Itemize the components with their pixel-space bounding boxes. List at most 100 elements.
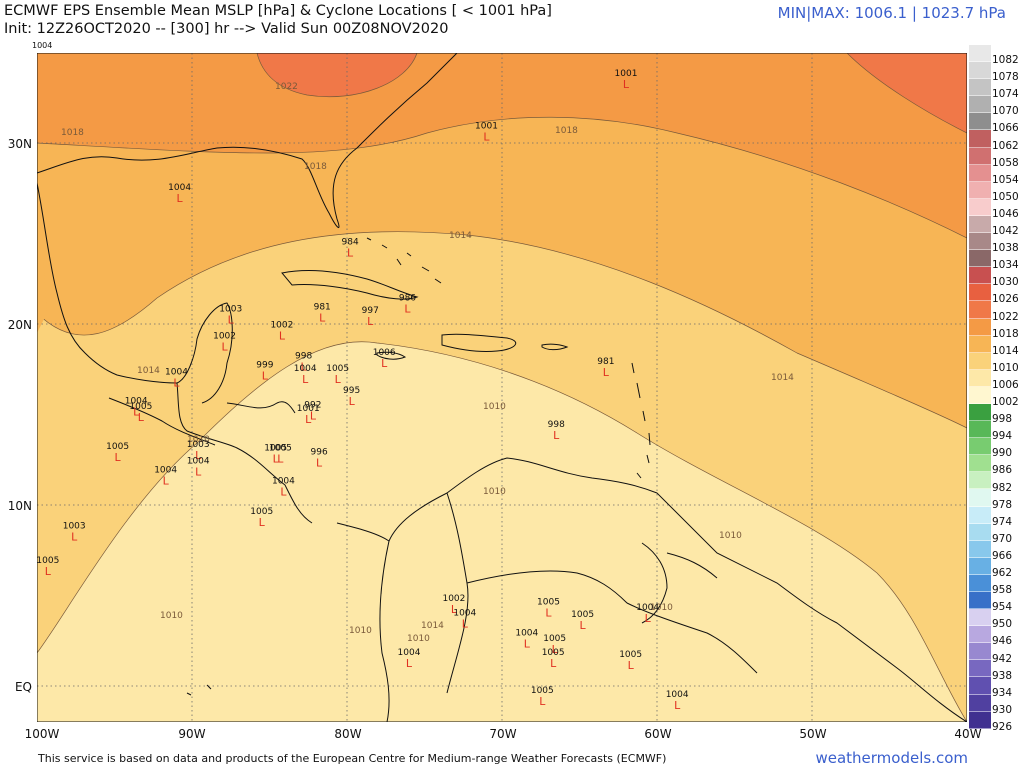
map-title: ECMWF EPS Ensemble Mean MSLP [hPa] & Cyc… (4, 3, 552, 19)
contour-label: 1010 (407, 634, 430, 644)
cyclone-pressure-label: 998 (295, 351, 312, 361)
colorbar-level-label: 1010 (992, 361, 1019, 374)
colorbar-level-label: 1002 (992, 396, 1019, 408)
cyclone-pressure-label: 1005 (269, 444, 292, 454)
low-symbol-icon: L (280, 485, 287, 498)
cyclone-pressure-label: 984 (342, 237, 359, 247)
cyclone-pressure-label: 1003 (187, 440, 210, 450)
cyclone-pressure-label: 1004 (168, 183, 191, 193)
colorbar-swatch (969, 421, 991, 439)
cyclone-pressure-label: 995 (343, 386, 360, 396)
colorbar-swatch (969, 711, 991, 729)
cyclone-pressure-label: 1004 (187, 456, 210, 466)
low-symbol-icon: L (305, 413, 312, 426)
contour-label: 1010 (187, 435, 210, 445)
contour-label: 1010 (483, 487, 506, 497)
cyclone-pressure-label: 1005 (129, 402, 152, 412)
cyclone-pressure-label: 1005 (571, 610, 594, 620)
low-symbol-icon: L (347, 246, 354, 259)
low-symbol-icon: L (550, 657, 557, 670)
colorbar-level-label: 926 (992, 720, 1013, 733)
cyclone-pressure-label: 1004 (294, 364, 317, 374)
low-symbol-icon: L (45, 565, 52, 578)
lon-label-50w: 50W (799, 727, 827, 741)
colorbar-level-label: 994 (992, 430, 1013, 443)
cyclone-pressure-label: 1002 (270, 321, 293, 331)
cyclone-pressure-label: 1004 (636, 603, 659, 613)
graticule (37, 53, 967, 722)
colorbar-level-label: 1082 (992, 54, 1019, 66)
colorbar-swatch (969, 250, 991, 268)
colorbar-level-label: 946 (992, 635, 1013, 648)
lat-label-eq: EQ (14, 680, 32, 694)
low-symbol-icon: L (645, 612, 652, 625)
colorbar-level-label: 1066 (992, 122, 1019, 135)
cyclone-pressure-label: 1004 (125, 397, 148, 407)
contour-label: 1014 (421, 621, 444, 631)
contour-label: 1010 (719, 531, 742, 541)
cyclone-pressure-label: 1005 (543, 634, 566, 644)
low-symbol-icon: L (277, 453, 284, 466)
colorbar-level-label: 1054 (992, 173, 1019, 186)
colorbar-level-label: 930 (992, 703, 1013, 716)
low-symbol-icon: L (545, 607, 552, 620)
coastlines (37, 53, 967, 722)
low-symbol-icon: L (539, 695, 546, 708)
colorbar-level-label: 1058 (992, 156, 1019, 169)
colorbar-level-label: 978 (992, 498, 1013, 511)
cyclone-pressure-label: 1005 (326, 364, 349, 374)
low-symbol-icon: L (319, 312, 326, 325)
colorbar-level-label: 938 (992, 669, 1013, 682)
low-symbol-icon: L (623, 78, 630, 91)
brand-link[interactable]: weathermodels.com (815, 749, 968, 767)
colorbar-swatch (969, 198, 991, 216)
cyclone-pressure-label: 986 (399, 293, 416, 303)
low-symbol-icon: L (177, 192, 184, 205)
cyclone-pressure-label: 1002 (213, 331, 236, 341)
lat-label-20n: 20N (7, 318, 32, 332)
colorbar-level-label: 998 (992, 413, 1013, 426)
colorbar-swatch (969, 386, 991, 404)
colorbar-swatch (969, 438, 991, 456)
colorbar-swatch (969, 335, 991, 353)
lon-label-100w: 100W (24, 727, 60, 741)
colorbar-level-label: 934 (992, 686, 1013, 699)
colorbar-swatch (969, 45, 991, 63)
cyclone-pressure-label: 1005 (264, 444, 287, 454)
colorbar-level-label: 970 (992, 532, 1013, 545)
low-symbol-icon: L (228, 313, 235, 326)
colorbar-level-label: 974 (992, 515, 1013, 528)
contour-label: 1018 (304, 162, 327, 172)
contour-label: 1018 (555, 126, 578, 136)
colorbar-swatch (969, 626, 991, 644)
low-symbol-icon: L (195, 449, 202, 462)
colorbar-level-label: 986 (992, 464, 1013, 477)
colorbar-level-label: 1026 (992, 293, 1019, 306)
contour-label: 1022 (275, 82, 298, 92)
low-symbol-icon: L (259, 516, 266, 529)
colorbar-level-label: 942 (992, 652, 1013, 665)
colorbar-swatch (969, 506, 991, 524)
low-symbol-icon: L (552, 643, 559, 656)
colorbar-swatch (969, 130, 991, 148)
colorbar-swatch (969, 455, 991, 473)
colorbar-swatch (969, 574, 991, 592)
colorbar-level-label: 1050 (992, 190, 1019, 203)
